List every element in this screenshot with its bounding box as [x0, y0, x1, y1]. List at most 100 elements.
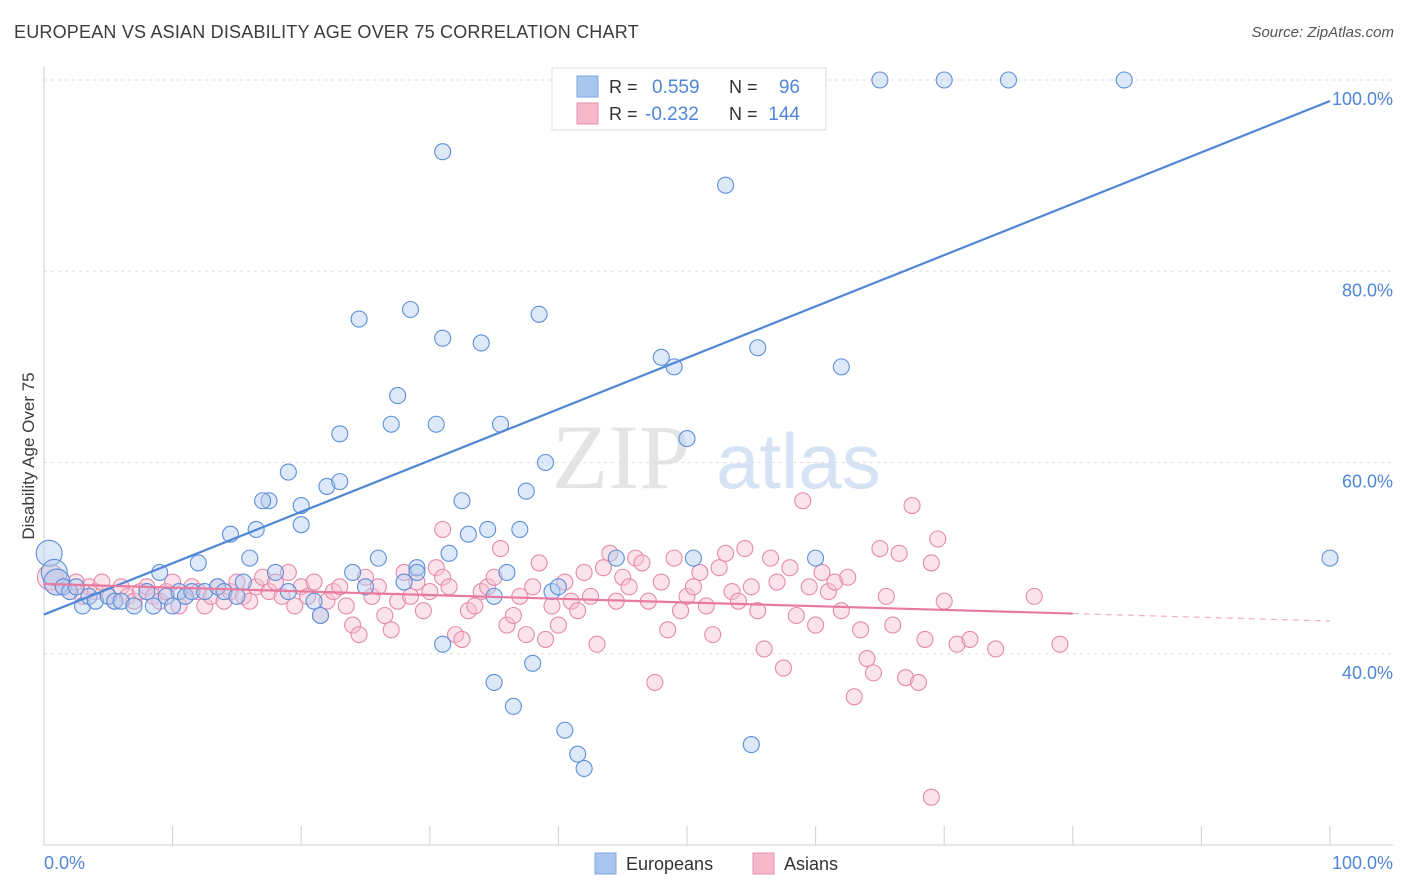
asians-point: [543, 597, 561, 615]
legend-r-label-asians: R =: [609, 104, 638, 124]
europeans-point: [742, 736, 760, 754]
asians-point: [331, 578, 349, 596]
asians-point: [164, 573, 182, 591]
europeans-point: [279, 463, 297, 481]
asians-point: [897, 669, 915, 687]
asians-point: [594, 559, 612, 577]
europeans-point: [575, 759, 593, 778]
legend-n-value-asians: 144: [768, 104, 800, 125]
europeans-point: [652, 348, 670, 366]
asians-point: [852, 621, 870, 639]
asians-point: [948, 635, 966, 653]
asians-point: [871, 540, 889, 558]
asians-point: [427, 559, 445, 577]
asians-point: [672, 602, 690, 620]
europeans-point: [607, 549, 625, 567]
europeans-point: [215, 583, 233, 601]
legend-swatch-asians: [576, 102, 599, 125]
legend-r-label-europeans: R =: [609, 77, 638, 97]
asians-point: [401, 587, 420, 605]
europeans-point: [241, 549, 259, 567]
asians-point: [736, 540, 754, 558]
europeans-point: [389, 387, 407, 405]
asians-point: [588, 635, 606, 653]
europeans-point: [717, 176, 735, 194]
asians-point: [884, 616, 902, 634]
europeans-point: [189, 554, 207, 572]
asians-point: [196, 597, 214, 615]
asians-point: [832, 602, 850, 620]
europeans-point: [228, 587, 246, 605]
asians-series: [36, 492, 1069, 806]
asians-point: [633, 554, 651, 572]
asians-point: [794, 492, 812, 510]
asians-point: [819, 583, 838, 601]
asians-point: [807, 616, 825, 634]
europeans-point: [74, 597, 92, 615]
asians-point: [1025, 587, 1043, 605]
europeans-trend-line: [43, 100, 1331, 616]
asians-point: [414, 602, 432, 620]
asians-point: [305, 573, 323, 591]
series-legend: Europeans Asians: [594, 852, 838, 875]
asians-point: [890, 544, 908, 562]
bottom-legend-label-asians: Asians: [784, 854, 838, 874]
europeans-point: [511, 520, 529, 538]
asians-point: [922, 554, 940, 572]
asians-point: [864, 664, 883, 682]
europeans-point: [292, 516, 310, 534]
asians-point: [491, 540, 510, 558]
asians-point: [826, 573, 844, 591]
y-tick-label: 60.0%: [1342, 472, 1393, 492]
asians-point: [620, 578, 638, 596]
asians-point: [395, 563, 413, 582]
asians-point: [800, 578, 818, 596]
asians-point: [961, 630, 979, 648]
asians-point: [498, 616, 516, 634]
asians-point: [241, 592, 259, 610]
bottom-legend-label-europeans: Europeans: [626, 854, 713, 874]
asians-point: [742, 578, 760, 596]
europeans-point: [266, 563, 285, 582]
asians-point: [170, 597, 188, 615]
asians-point: [787, 606, 805, 625]
asians-point: [723, 583, 741, 601]
asians-point: [337, 597, 355, 615]
asians-point: [536, 630, 555, 648]
asians-point: [781, 559, 799, 577]
asians-point: [684, 578, 702, 596]
asians-point: [434, 520, 452, 538]
asians-point: [215, 592, 233, 610]
legend-swatch-europeans: [576, 75, 599, 98]
asians-point: [562, 592, 580, 610]
europeans-point: [305, 592, 323, 610]
europeans-point: [344, 563, 362, 582]
legend-n-label-asians: N =: [729, 104, 758, 124]
europeans-point: [517, 482, 535, 500]
europeans-point: [684, 549, 702, 567]
grid: 40.0% 60.0% 80.0% 100.0%: [44, 79, 1393, 683]
axes: [43, 66, 1393, 846]
asians-point: [916, 630, 934, 648]
asians-point: [877, 587, 895, 605]
watermark-zip: ZIP: [552, 406, 690, 508]
asians-point: [549, 616, 567, 634]
asians-point: [909, 673, 928, 691]
asians-point: [344, 616, 362, 634]
europeans-point: [331, 473, 349, 491]
europeans-point: [556, 721, 574, 739]
asians-point: [581, 587, 600, 605]
europeans-point: [112, 592, 130, 610]
europeans-point: [871, 71, 889, 89]
asians-point: [569, 602, 587, 620]
europeans-point: [832, 358, 850, 376]
europeans-point: [254, 492, 272, 510]
y-tick-label: 100.0%: [1332, 89, 1393, 109]
asians-point: [813, 563, 831, 582]
asians-point: [530, 554, 548, 572]
asians-point: [755, 640, 773, 658]
source-credit: Source: ZipAtlas.com: [1251, 24, 1394, 41]
asians-point: [987, 640, 1005, 658]
europeans-point: [530, 305, 548, 323]
